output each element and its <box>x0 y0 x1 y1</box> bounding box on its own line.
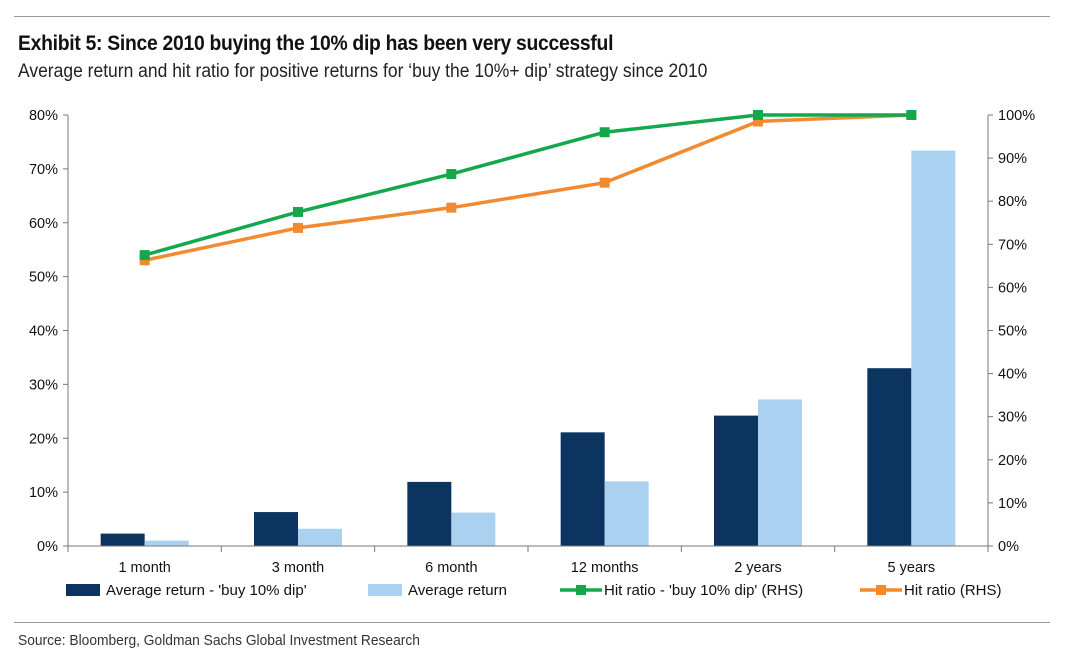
left-axis-tick-label: 0% <box>37 539 58 555</box>
bar-average-return <box>911 150 956 546</box>
right-axis-tick-label: 80% <box>998 194 1027 210</box>
chart-title: Exhibit 5: Since 2010 buying the 10% dip… <box>18 32 614 55</box>
legend-label: Hit ratio (RHS) <box>904 582 1002 599</box>
top-rule <box>14 16 1050 17</box>
right-axis-tick-label: 40% <box>998 367 1027 383</box>
x-axis-tick-label: 5 years <box>888 560 936 576</box>
marker-hit-ratio <box>446 202 457 213</box>
bar-buy-dip-return <box>100 533 145 546</box>
legend-label: Hit ratio - 'buy 10% dip' (RHS) <box>604 582 803 599</box>
marker-hit-ratio <box>599 177 610 188</box>
right-axis-tick-label: 10% <box>998 496 1027 512</box>
bottom-rule <box>14 622 1050 623</box>
left-axis-tick-label: 80% <box>29 108 58 124</box>
x-axis-tick-label: 12 months <box>571 560 639 576</box>
left-axis-tick-label: 40% <box>29 324 58 340</box>
marker-hit-ratio <box>293 222 303 233</box>
bar-average-return <box>298 528 342 546</box>
legend-label: Average return <box>408 582 507 599</box>
right-axis-tick-label: 50% <box>998 324 1027 340</box>
right-axis-tick-label: 60% <box>998 280 1027 296</box>
marker-buy-dip-hit-ratio <box>139 250 150 261</box>
marker-buy-dip-hit-ratio <box>599 127 610 138</box>
line-hit-ratio <box>144 113 912 262</box>
line-buy-dip-hit-ratio <box>144 113 912 257</box>
bar-buy-dip-return <box>714 415 758 546</box>
legend-label: Average return - 'buy 10% dip' <box>106 582 307 599</box>
marker-buy-dip-hit-ratio <box>753 110 763 120</box>
marker-hit-ratio <box>139 255 150 266</box>
left-axis-tick-label: 10% <box>29 485 58 501</box>
bar-average-return <box>144 540 189 546</box>
x-axis-tick-label: 1 month <box>118 560 170 576</box>
right-axis-tick-label: 70% <box>998 237 1027 253</box>
right-axis-tick-label: 100% <box>998 108 1035 124</box>
marker-buy-dip-hit-ratio <box>446 169 457 180</box>
left-axis-tick-label: 20% <box>29 431 58 447</box>
marker-buy-dip-hit-ratio <box>906 110 917 120</box>
left-axis-tick-label: 50% <box>29 270 58 286</box>
bar-average-return <box>451 512 496 546</box>
left-axis-tick-label: 30% <box>29 377 58 393</box>
chart-subtitle: Average return and hit ratio for positiv… <box>18 61 708 82</box>
bar-buy-dip-return <box>407 481 452 546</box>
legend-swatch <box>66 584 100 596</box>
marker-hit-ratio <box>753 116 763 127</box>
x-axis-tick-label: 2 years <box>734 560 782 576</box>
legend-swatch <box>368 584 402 596</box>
right-axis-tick-label: 0% <box>998 539 1019 555</box>
right-axis-tick-label: 30% <box>998 410 1027 426</box>
left-axis-tick-label: 70% <box>29 162 58 178</box>
combo-chart: 0% 10% 20% 30% 40% 50% 60% 70% 80% 0% 10% 20% 30% 40%… <box>29 108 1035 599</box>
left-axis-tick-label: 60% <box>29 216 58 232</box>
source-note: Source: Bloomberg, Goldman Sachs Global … <box>18 632 420 649</box>
bar-average-return <box>604 481 649 546</box>
legend-swatch-marker <box>876 585 886 595</box>
bar-average-return <box>758 399 802 546</box>
right-axis-tick-label: 90% <box>998 151 1027 167</box>
x-axis-tick-label: 6 month <box>425 560 477 576</box>
bar-buy-dip-return <box>867 368 912 546</box>
bar-buy-dip-return <box>254 512 298 546</box>
marker-buy-dip-hit-ratio <box>293 206 303 217</box>
right-axis-tick-label: 20% <box>998 453 1027 469</box>
legend-swatch-marker <box>576 585 586 595</box>
bar-buy-dip-return <box>560 432 605 546</box>
x-axis-tick-label: 3 month <box>272 560 324 576</box>
